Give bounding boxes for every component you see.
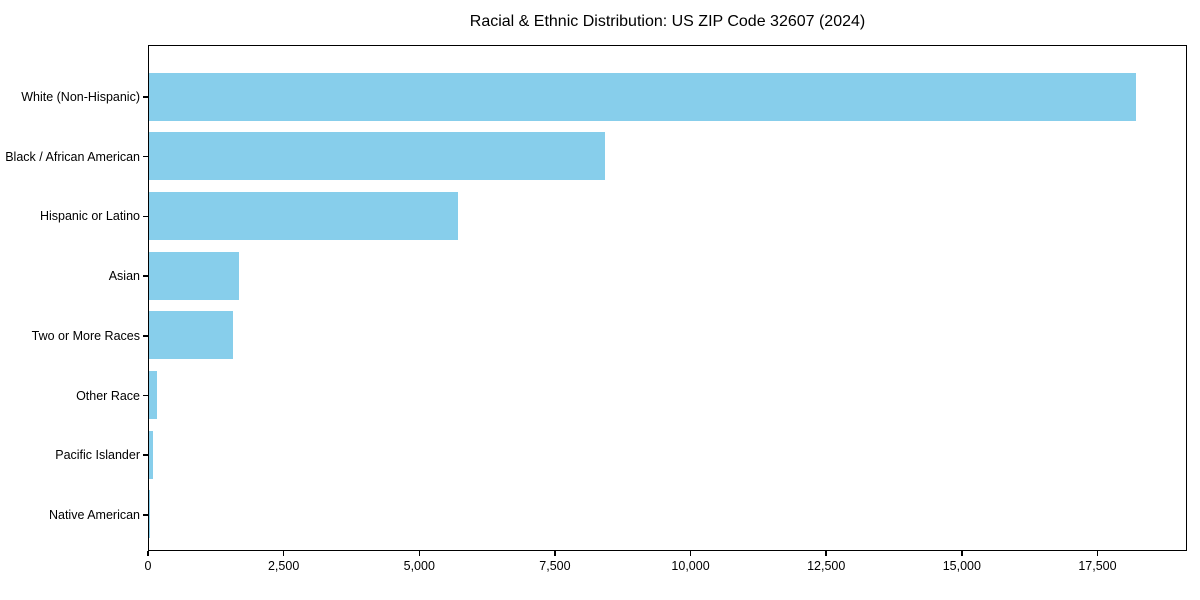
plot-area — [148, 45, 1187, 551]
x-tick-mark — [689, 551, 692, 556]
y-tick-label: Two or More Races — [31, 328, 140, 343]
x-tick-mark — [1096, 551, 1099, 556]
x-tick-mark — [825, 551, 827, 556]
x-tick-label: 0 — [144, 559, 152, 573]
chart-title: Racial & Ethnic Distribution: US ZIP Cod… — [469, 13, 866, 30]
bar — [149, 490, 150, 539]
y-tick-mark — [143, 215, 148, 218]
bar — [149, 311, 234, 360]
bar — [149, 191, 459, 240]
y-tick-mark — [143, 155, 148, 158]
x-tick-mark — [282, 551, 285, 556]
x-tick-label: 7,500 — [539, 559, 571, 573]
y-tick-label: White (Non-Hispanic) — [21, 90, 140, 104]
x-tick-mark — [147, 551, 149, 556]
x-tick-mark — [961, 551, 963, 556]
y-tick-mark — [143, 96, 148, 98]
x-tick-mark — [554, 551, 556, 556]
x-tick-label: 5,000 — [403, 559, 435, 573]
y-tick-label: Hispanic or Latino — [39, 209, 140, 224]
x-tick-label: 15,000 — [942, 559, 981, 573]
bar — [149, 430, 153, 479]
x-tick-label: 2,500 — [267, 559, 300, 573]
y-tick-label: Pacific Islander — [55, 448, 140, 463]
x-tick-label: 12,500 — [807, 559, 846, 573]
x-tick-label: 17,500 — [1078, 559, 1117, 573]
bar — [149, 132, 605, 181]
x-tick-mark — [418, 551, 421, 556]
y-tick-label: Other Race — [76, 388, 140, 403]
y-tick-mark — [143, 514, 148, 516]
y-tick-label: Native American — [48, 507, 140, 522]
bar — [149, 72, 1137, 121]
y-tick-mark — [143, 394, 148, 397]
bar — [149, 251, 239, 300]
y-tick-label: Asian — [108, 269, 140, 284]
y-tick-label: Black / African American — [5, 149, 140, 164]
y-tick-mark — [143, 335, 148, 337]
y-tick-mark — [143, 454, 148, 456]
y-tick-mark — [143, 275, 148, 277]
bar — [149, 371, 158, 419]
x-tick-label: 10,000 — [671, 559, 710, 573]
